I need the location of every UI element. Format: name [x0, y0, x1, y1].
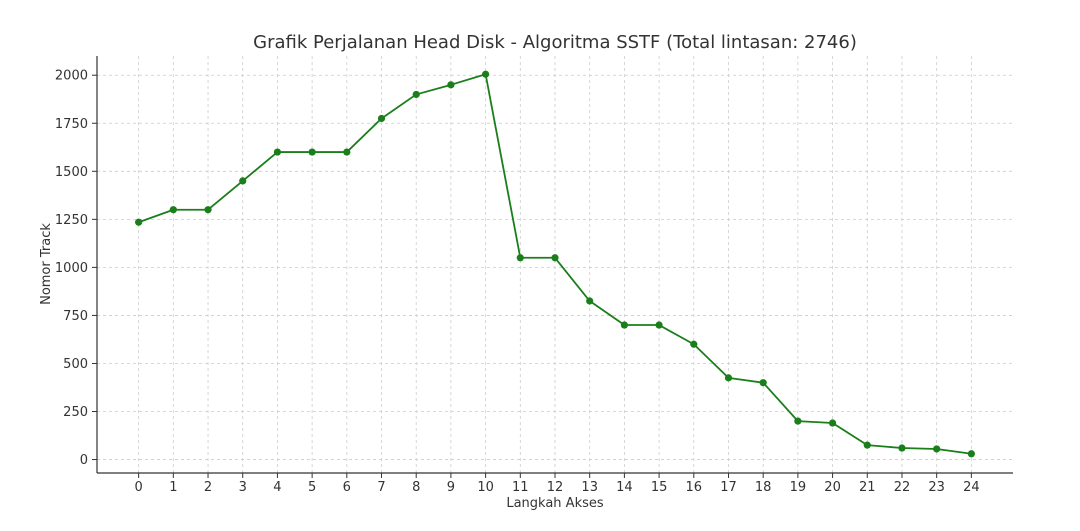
x-tick-label: 10	[477, 480, 494, 495]
x-tick-label: 17	[720, 480, 737, 495]
y-tick-label: 250	[63, 405, 88, 420]
x-tick-label: 1	[169, 480, 177, 495]
data-point	[898, 444, 906, 452]
y-tick-label: 1500	[55, 165, 88, 180]
data-point	[933, 445, 941, 453]
y-tick-label: 500	[63, 357, 88, 372]
data-point	[343, 148, 351, 156]
x-tick-label: 5	[308, 480, 316, 495]
y-tick-label: 1750	[55, 117, 88, 132]
x-tick-label: 13	[581, 480, 598, 495]
data-point	[239, 177, 247, 185]
y-tick-label: 0	[80, 453, 88, 468]
y-axis-label: Nomor Track	[39, 223, 54, 305]
x-tick-label: 2	[204, 480, 212, 495]
x-tick-label: 23	[928, 480, 945, 495]
x-axis-label: Langkah Akses	[506, 496, 604, 511]
data-point	[135, 218, 143, 226]
x-tick-label: 3	[239, 480, 247, 495]
x-tick-label: 19	[790, 480, 807, 495]
x-tick-label: 4	[273, 480, 281, 495]
y-tick-label: 2000	[55, 69, 88, 84]
data-point	[967, 450, 975, 458]
data-point	[724, 374, 733, 382]
x-tick-label: 9	[447, 480, 455, 495]
data-point	[169, 206, 177, 214]
x-tick-label: 16	[686, 480, 703, 495]
data-point	[308, 148, 316, 156]
data-point	[551, 254, 559, 262]
chart-title: Grafik Perjalanan Head Disk - Algoritma …	[253, 32, 857, 53]
x-tick-label: 6	[343, 480, 351, 495]
ticks: 0 1 2 3 4 5 6 7 8 9 10 11 12 13 14 15 16 17 18 19 20 21 22 23 24…	[55, 69, 980, 495]
data-point	[516, 254, 524, 262]
data-point	[586, 297, 594, 305]
x-tick-label: 20	[824, 480, 841, 495]
x-tick-label: 12	[547, 480, 564, 495]
x-tick-label: 24	[963, 480, 980, 495]
data-point	[794, 417, 802, 425]
x-tick-label: 8	[412, 480, 420, 495]
data-point	[828, 419, 837, 427]
x-tick-label: 22	[894, 480, 911, 495]
x-tick-label: 21	[859, 480, 876, 495]
x-tick-label: 15	[651, 480, 668, 495]
y-tick-label: 1250	[55, 213, 88, 228]
x-tick-label: 18	[755, 480, 772, 495]
data-point	[759, 379, 767, 387]
x-tick-label: 11	[512, 480, 529, 495]
data-point	[620, 321, 628, 329]
data-point	[655, 321, 663, 329]
data-point	[863, 441, 871, 449]
data-point	[412, 90, 420, 99]
grid	[97, 56, 1013, 473]
data-point	[377, 114, 386, 123]
y-tick-label: 750	[63, 309, 88, 324]
series	[135, 70, 975, 458]
x-tick-label: 14	[616, 480, 633, 495]
series-line	[138, 73, 972, 455]
data-point	[273, 148, 282, 156]
y-tick-label: 1000	[55, 261, 88, 276]
data-point	[690, 340, 698, 348]
data-point	[204, 206, 212, 214]
data-point	[447, 81, 455, 89]
x-tick-label: 0	[134, 480, 142, 495]
x-tick-label: 7	[377, 480, 385, 495]
data-point	[482, 70, 490, 78]
